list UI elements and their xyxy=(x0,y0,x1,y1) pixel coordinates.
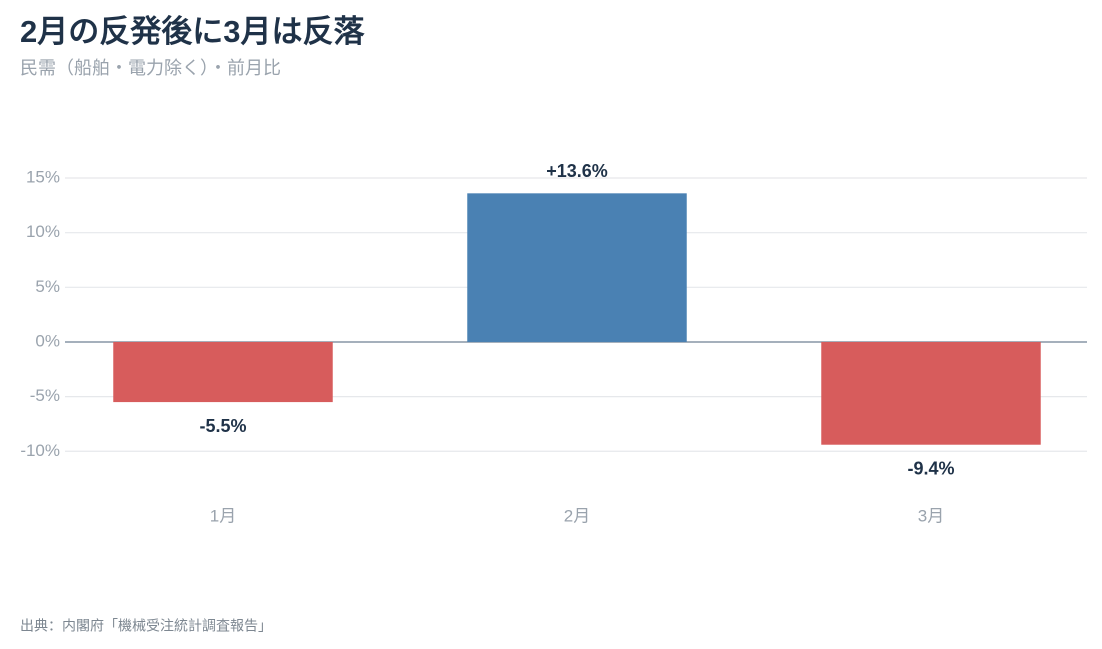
chart-title: 2月の反発後に3月は反落 xyxy=(20,14,365,49)
bar xyxy=(467,193,687,342)
bar xyxy=(821,341,1041,445)
x-tick-label: 1月 xyxy=(210,506,236,525)
y-tick-label: -5% xyxy=(30,386,60,405)
y-tick-label: -10% xyxy=(20,441,60,460)
value-label: -9.4% xyxy=(907,458,954,478)
source-note: 出典：内閣府「機械受注統計調査報告」 xyxy=(20,618,272,634)
y-tick-label: 15% xyxy=(26,168,60,187)
y-tick-label: 10% xyxy=(26,222,60,241)
y-tick-label: 0% xyxy=(35,331,60,350)
chart-subtitle: 民需（船舶・電力除く）・前月比 xyxy=(20,58,281,78)
y-tick-label: 5% xyxy=(35,277,60,296)
x-tick-label: 2月 xyxy=(564,506,590,525)
value-label: +13.6% xyxy=(546,161,608,181)
x-tick-label: 3月 xyxy=(918,506,944,525)
bar xyxy=(113,341,333,403)
value-label: -5.5% xyxy=(199,416,246,436)
